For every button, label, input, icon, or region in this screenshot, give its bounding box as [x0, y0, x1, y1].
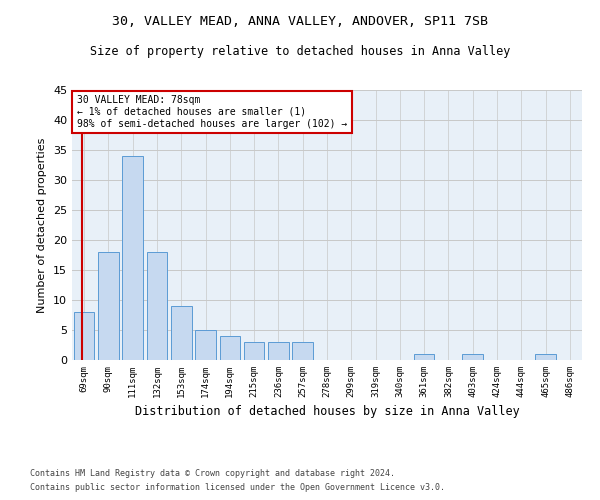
Bar [122, 156, 143, 360]
Bar [292, 342, 313, 360]
Bar [171, 306, 191, 360]
Text: 30, VALLEY MEAD, ANNA VALLEY, ANDOVER, SP11 7SB: 30, VALLEY MEAD, ANNA VALLEY, ANDOVER, S… [112, 15, 488, 28]
Bar [414, 354, 434, 360]
Text: Size of property relative to detached houses in Anna Valley: Size of property relative to detached ho… [90, 45, 510, 58]
Text: Contains HM Land Registry data © Crown copyright and database right 2024.: Contains HM Land Registry data © Crown c… [30, 468, 395, 477]
Bar [98, 252, 119, 360]
Text: 30 VALLEY MEAD: 78sqm
← 1% of detached houses are smaller (1)
98% of semi-detach: 30 VALLEY MEAD: 78sqm ← 1% of detached h… [77, 96, 347, 128]
Bar [146, 252, 167, 360]
Bar [244, 342, 265, 360]
Bar [220, 336, 240, 360]
X-axis label: Distribution of detached houses by size in Anna Valley: Distribution of detached houses by size … [134, 406, 520, 418]
Bar [195, 330, 216, 360]
Bar [268, 342, 289, 360]
Bar [74, 312, 94, 360]
Bar [535, 354, 556, 360]
Bar [463, 354, 483, 360]
Y-axis label: Number of detached properties: Number of detached properties [37, 138, 47, 312]
Text: Contains public sector information licensed under the Open Government Licence v3: Contains public sector information licen… [30, 484, 445, 492]
